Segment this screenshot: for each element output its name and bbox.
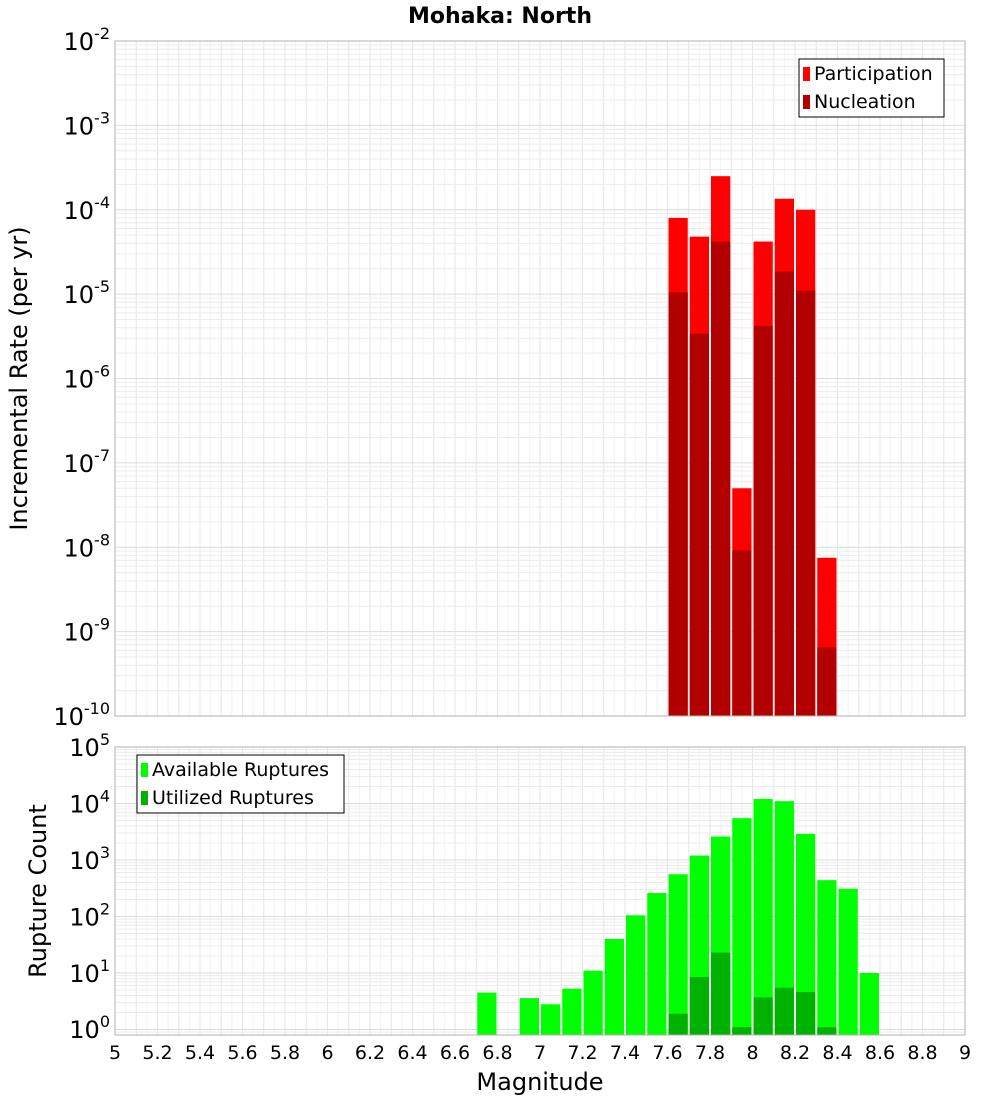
x-tick-label: 5 bbox=[109, 1042, 121, 1064]
top-plot-axis: 10-10 10-9 10-8 10-7 10-6 10-5 10-4 10-3 10-2 bbox=[53, 24, 966, 731]
x-tick-label: 8.4 bbox=[822, 1042, 852, 1064]
bar-available-ruptures bbox=[817, 880, 837, 1035]
top-legend: Participation Nucleation bbox=[798, 58, 945, 118]
y-tick-label: 10-3 bbox=[64, 108, 111, 140]
x-tick-label: 7 bbox=[534, 1042, 546, 1064]
bottom-plot-bars bbox=[477, 799, 879, 1035]
legend-label: Available Ruptures bbox=[152, 759, 329, 781]
bar-available-ruptures bbox=[859, 973, 879, 1035]
y-tick-label: 101 bbox=[69, 956, 110, 988]
x-tick-label: 5.2 bbox=[142, 1042, 172, 1064]
y-tick-label: 10-9 bbox=[64, 615, 111, 647]
top-plot-bars bbox=[668, 176, 837, 717]
x-tick-label: 6.6 bbox=[440, 1042, 470, 1064]
bar-utilized-ruptures bbox=[711, 952, 731, 1035]
x-tick-label: 5.4 bbox=[185, 1042, 215, 1064]
x-tick-label: 8.2 bbox=[780, 1042, 810, 1064]
bar-available-ruptures bbox=[796, 833, 816, 1035]
x-tick-label: 7.6 bbox=[652, 1042, 682, 1064]
bar-available-ruptures bbox=[541, 1004, 561, 1035]
bar-available-ruptures bbox=[647, 893, 667, 1035]
x-tick-label: 8.8 bbox=[907, 1042, 937, 1064]
x-tick-label: 8.6 bbox=[865, 1042, 895, 1064]
chart-title: Mohaka: North bbox=[408, 4, 592, 29]
x-tick-label: 6.2 bbox=[355, 1042, 385, 1064]
bar-utilized-ruptures bbox=[732, 1027, 752, 1035]
y-tick-label: 10-5 bbox=[64, 277, 111, 309]
legend-label: Utilized Ruptures bbox=[152, 787, 314, 809]
legend-label: Nucleation bbox=[814, 91, 916, 113]
bar-utilized-ruptures bbox=[796, 992, 816, 1035]
bar-nucleation bbox=[732, 550, 752, 716]
y-tick-label: 102 bbox=[69, 900, 110, 932]
x-tick-label: 9 bbox=[959, 1042, 971, 1064]
bar-nucleation bbox=[689, 333, 709, 716]
bar-available-ruptures bbox=[626, 915, 646, 1035]
x-tick-label: 7.2 bbox=[567, 1042, 597, 1064]
bar-available-ruptures bbox=[753, 799, 773, 1035]
y-tick-label: 10-6 bbox=[64, 362, 111, 394]
legend-label: Participation bbox=[814, 63, 933, 85]
x-tick-label: 6.4 bbox=[397, 1042, 427, 1064]
y-tick-label: 104 bbox=[69, 787, 110, 819]
top-y-axis-label: Incremental Rate (per yr) bbox=[5, 226, 33, 530]
bar-utilized-ruptures bbox=[753, 997, 773, 1035]
x-tick-label: 5.6 bbox=[227, 1042, 257, 1064]
bottom-legend: Available Ruptures Utilized Ruptures bbox=[136, 754, 345, 814]
bar-available-ruptures bbox=[774, 801, 794, 1035]
bar-available-ruptures bbox=[562, 988, 582, 1035]
bar-available-ruptures bbox=[519, 998, 539, 1035]
y-tick-label: 103 bbox=[69, 843, 110, 875]
bar-available-ruptures bbox=[477, 992, 497, 1035]
top-plot-frame bbox=[114, 40, 966, 717]
y-tick-label: 10-8 bbox=[64, 530, 111, 562]
bar-utilized-ruptures bbox=[668, 1013, 688, 1035]
y-tick-label: 105 bbox=[69, 730, 110, 762]
bar-available-ruptures bbox=[732, 818, 752, 1035]
bottom-plot-axis: 100 101 102 103 104 105 bbox=[69, 730, 966, 1044]
bar-available-ruptures bbox=[604, 939, 624, 1035]
x-tick-label: 7.4 bbox=[610, 1042, 640, 1064]
legend-swatch bbox=[141, 763, 148, 777]
bar-nucleation bbox=[711, 241, 731, 717]
x-tick-label: 7.8 bbox=[695, 1042, 725, 1064]
bar-nucleation bbox=[668, 292, 688, 716]
x-axis-label: Magnitude bbox=[476, 1068, 603, 1096]
x-tick-label: 8 bbox=[746, 1042, 758, 1064]
bar-available-ruptures bbox=[838, 888, 858, 1035]
bottom-y-axis-label: Rupture Count bbox=[24, 804, 52, 978]
bot-legend-box bbox=[136, 754, 345, 814]
bar-nucleation bbox=[817, 647, 837, 716]
legend-swatch bbox=[141, 791, 148, 805]
x-tick-label: 5.8 bbox=[270, 1042, 300, 1064]
y-tick-label: 10-7 bbox=[64, 446, 111, 478]
bot-plot-frame bbox=[114, 746, 966, 1036]
x-tick-label: 6.8 bbox=[482, 1042, 512, 1064]
top-legend-box bbox=[798, 58, 945, 118]
x-tick-label: 6 bbox=[321, 1042, 333, 1064]
bar-available-ruptures bbox=[583, 970, 603, 1035]
bar-nucleation bbox=[753, 325, 773, 716]
x-axis-ticks: 5 5.2 5.4 5.6 5.8 6 6.2 6.4 6.6 6.8 7 7.2 7.4 7.6 7.8 8… bbox=[109, 1042, 971, 1064]
y-tick-label: 10-10 bbox=[53, 699, 110, 731]
bar-nucleation bbox=[774, 271, 794, 716]
legend-swatch bbox=[803, 95, 810, 109]
bar-utilized-ruptures bbox=[774, 987, 794, 1035]
bar-available-ruptures bbox=[668, 874, 688, 1035]
bar-utilized-ruptures bbox=[817, 1027, 837, 1035]
top-plot-grid bbox=[114, 40, 966, 717]
y-tick-label: 100 bbox=[69, 1012, 110, 1044]
legend-swatch bbox=[803, 67, 810, 81]
y-tick-label: 10-2 bbox=[64, 24, 111, 56]
y-tick-label: 10-4 bbox=[64, 193, 111, 225]
bar-utilized-ruptures bbox=[689, 977, 709, 1035]
bar-nucleation bbox=[796, 290, 816, 716]
